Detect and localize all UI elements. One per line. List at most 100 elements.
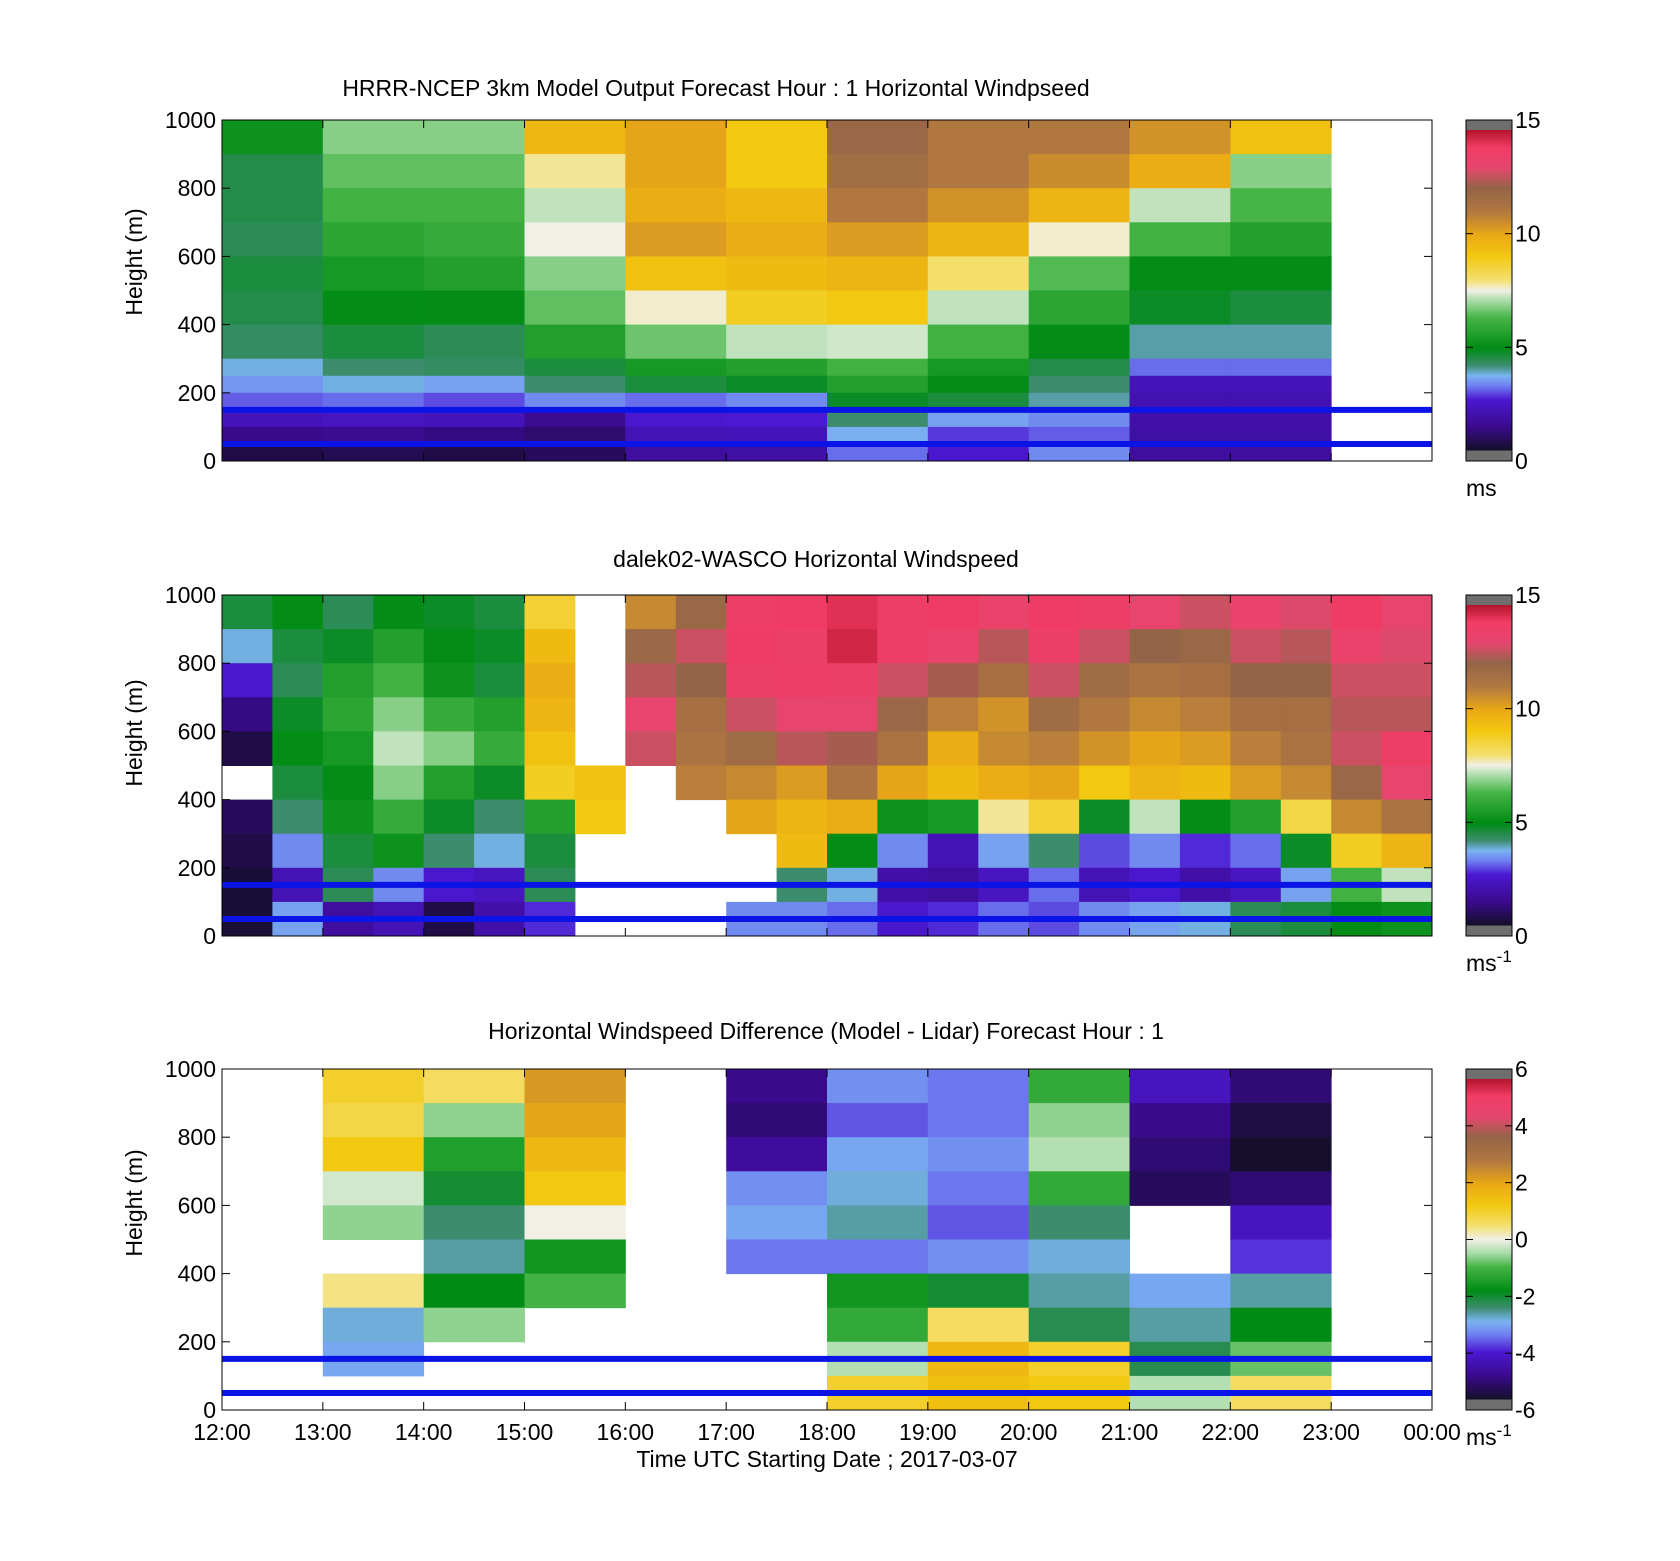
- reference-lines: [222, 406, 1432, 447]
- heatmap-cell: [1028, 697, 1080, 732]
- heatmap-cell: [726, 1069, 828, 1104]
- x-axis-label: Time UTC Starting Date ; 2017-03-07: [636, 1446, 1017, 1472]
- heatmap-cell: [1129, 629, 1181, 664]
- heatmap-cell: [1129, 1069, 1231, 1104]
- heatmap-cell: [373, 629, 425, 664]
- heatmap-cell: [1129, 392, 1231, 411]
- heatmap-cell: [1129, 595, 1181, 630]
- heatmap-cell: [524, 765, 576, 801]
- heatmap-cell: [927, 799, 979, 835]
- heatmap-cell: [272, 629, 324, 664]
- heatmap-cell: [927, 1273, 1030, 1309]
- heatmap-cell: [625, 629, 677, 664]
- y-tick-label: 800: [178, 650, 216, 676]
- heatmap-cell: [827, 629, 878, 664]
- heatmap-cell: [625, 731, 677, 766]
- panel-title: Horizontal Windspeed Difference (Model -…: [488, 1018, 1164, 1044]
- heatmap-cell: [322, 409, 425, 428]
- heatmap-cell: [1230, 799, 1282, 835]
- heatmap-cell: [1028, 731, 1080, 766]
- x-tick-label: 14:00: [395, 1419, 453, 1445]
- heatmap-cell: [776, 799, 828, 835]
- heatmap-cell: [1179, 731, 1231, 766]
- heatmap-cell: [978, 799, 1030, 835]
- heatmap-cell: [222, 595, 273, 630]
- heatmap-cell: [1280, 731, 1332, 766]
- heatmap-cell: [272, 595, 324, 630]
- colorbar-unit-exponent: -1: [1497, 947, 1512, 966]
- y-tick-label: 0: [203, 1397, 216, 1423]
- heatmap-cell: [222, 799, 273, 835]
- heatmap-cell: [272, 663, 324, 698]
- heatmap-cell: [927, 1205, 1030, 1240]
- heatmap-cell: [625, 358, 727, 377]
- heatmap-cell: [322, 799, 374, 835]
- heatmap-cell: [1028, 1137, 1130, 1172]
- heatmap-cell: [423, 1103, 525, 1138]
- heatmap-cell: [927, 188, 1030, 223]
- heatmap-cell: [1028, 765, 1080, 801]
- heatmap-cell: [524, 1239, 626, 1275]
- heatmap-cell: [524, 697, 576, 732]
- colorbar-unit: ms-1: [1466, 947, 1512, 976]
- heatmap-cell: [1079, 595, 1130, 630]
- heatmap-cell: [827, 1205, 929, 1240]
- heatmap-cell: [726, 409, 828, 428]
- heatmap-cell: [322, 392, 425, 411]
- heatmap-cell: [1129, 358, 1231, 377]
- heatmap-cell: [1381, 595, 1433, 630]
- colorbar-tick-label: 5: [1515, 334, 1528, 360]
- heatmap-cell: [877, 663, 929, 698]
- colorbar-tick-label: 10: [1515, 696, 1541, 722]
- heatmap-cell: [423, 1273, 525, 1309]
- colorbar-fill: [1465, 1068, 1513, 1411]
- heatmap-cell: [1331, 697, 1383, 732]
- heatmap-cell: [1331, 629, 1383, 664]
- heatmap-cell: [1129, 1273, 1231, 1309]
- heatmap-cell: [1129, 1171, 1231, 1206]
- heatmap-cell: [625, 426, 727, 445]
- heatmap-cell: [625, 409, 727, 428]
- heatmap-cell: [776, 663, 828, 698]
- heatmap-cell: [222, 222, 324, 257]
- heatmap-cell: [827, 663, 878, 698]
- heatmap-cell: [1079, 629, 1130, 664]
- heatmap-cell: [827, 1273, 929, 1309]
- x-tick-label: 00:00: [1403, 1419, 1461, 1445]
- heatmap-cell: [1331, 765, 1383, 801]
- heatmap-cell: [877, 765, 929, 801]
- heatmap-cell: [726, 222, 828, 257]
- heatmap-cell: [877, 799, 929, 835]
- heatmap-cell: [1230, 1239, 1332, 1275]
- heatmap-cell: [1129, 1103, 1231, 1138]
- heatmap-cell: [423, 1137, 525, 1172]
- heatmap-cell: [222, 443, 324, 462]
- heatmap-cell: [1028, 443, 1130, 462]
- heatmap-cell: [1028, 833, 1080, 869]
- y-tick-label: 600: [178, 243, 216, 269]
- heatmap-cell: [222, 375, 324, 394]
- heatmap-cell: [322, 629, 374, 664]
- heatmap-cell: [524, 443, 626, 462]
- heatmap-cell: [1079, 663, 1130, 698]
- heatmap-cell: [222, 324, 324, 360]
- heatmap-cell: [423, 1171, 525, 1206]
- heatmap-cell: [625, 120, 727, 155]
- heatmap-cell: [1179, 765, 1231, 801]
- heatmap-cell: [1179, 663, 1231, 698]
- heatmap-cell: [222, 663, 273, 698]
- x-tick-label: 23:00: [1302, 1419, 1360, 1445]
- y-tick-label: 400: [178, 1261, 216, 1287]
- heatmap-cell: [1129, 697, 1181, 732]
- heatmap-cell: [322, 375, 425, 394]
- y-axis-label: Height (m): [121, 208, 147, 315]
- heatmap-cell: [625, 697, 677, 732]
- heatmap-cell: [474, 629, 525, 664]
- heatmap-cell: [1129, 663, 1181, 698]
- heatmap-cell: [1129, 765, 1181, 801]
- heatmap-cell: [322, 222, 425, 257]
- heatmap-cell: [524, 358, 626, 377]
- heatmap-cell: [927, 154, 1030, 189]
- heatmap-cell: [524, 629, 576, 664]
